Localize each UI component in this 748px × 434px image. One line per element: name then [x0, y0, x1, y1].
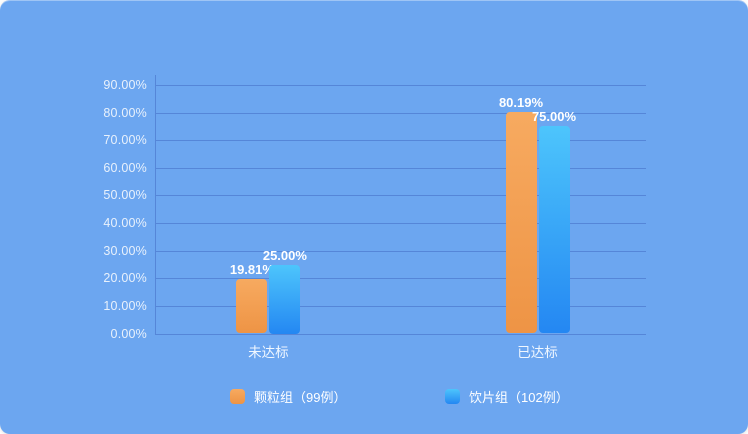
category-label: 未达标 [248, 344, 289, 360]
y-axis-tick-label: 40.00% [103, 216, 147, 231]
legend-label: 饮片组（102例） [469, 389, 569, 405]
gridline [155, 305, 646, 307]
y-axis-tick-label: 10.00% [103, 298, 147, 313]
gridline [155, 223, 646, 225]
gridline [155, 250, 646, 252]
category-label: 已达标 [517, 344, 558, 360]
gridline [155, 140, 646, 142]
y-axis-tick-label: 50.00% [103, 188, 147, 203]
bar-value-label: 75.00% [531, 109, 577, 125]
legend-label: 颗粒组（99例） [254, 389, 347, 405]
legend-swatch-icon [445, 388, 460, 404]
bar-value-label: 19.81% [229, 261, 274, 277]
legend-item-1[interactable]: 颗粒组（99例） [230, 388, 347, 405]
bar-value-label: 25.00% [262, 247, 307, 263]
gridline [155, 112, 646, 114]
gridline [155, 85, 646, 86]
y-axis-tick-label: 20.00% [103, 271, 147, 286]
bar-series2-category1[interactable] [269, 264, 301, 334]
legend-item-2[interactable]: 饮片组（102例） [445, 388, 569, 405]
y-axis-tick-label: 80.00% [103, 105, 147, 120]
gridline [155, 195, 646, 197]
y-axis-tick-label: 60.00% [103, 160, 147, 175]
y-axis-tick-label: 90.00% [103, 78, 147, 92]
y-axis-line [155, 75, 156, 334]
bar-series1-category1[interactable] [236, 278, 268, 334]
y-axis-tick-label: 30.00% [103, 243, 147, 258]
gridline [155, 167, 646, 169]
bar-value-label: 80.19% [498, 95, 544, 111]
y-axis-tick-label: 70.00% [103, 133, 147, 148]
legend-swatch-icon [230, 388, 245, 404]
gridline [155, 333, 646, 335]
y-axis-tick-label: 0.00% [110, 326, 147, 341]
bar-series1-category2[interactable] [505, 112, 537, 334]
gridline [155, 278, 646, 280]
bar-series2-category2[interactable] [538, 126, 570, 334]
